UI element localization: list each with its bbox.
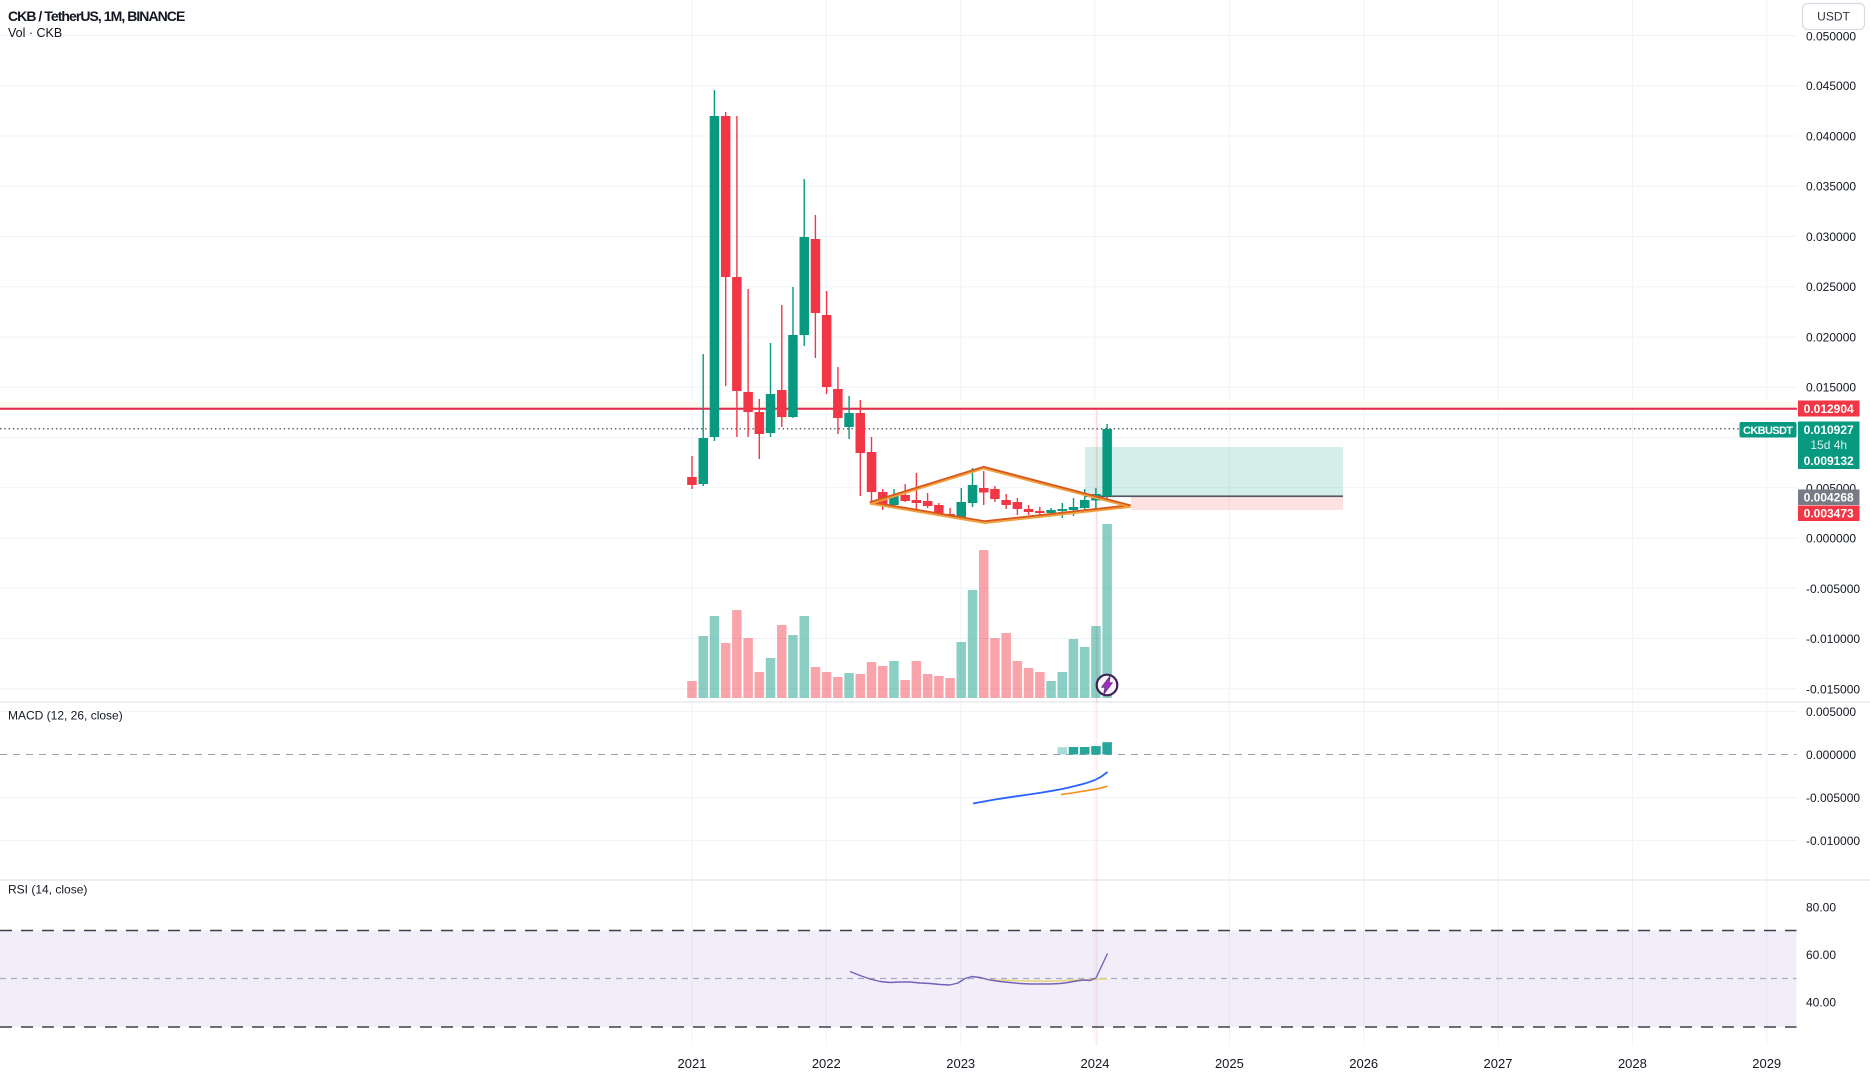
svg-text:CKBUSDT: CKBUSDT xyxy=(1743,425,1793,437)
svg-text:2023: 2023 xyxy=(946,1056,975,1071)
svg-text:0.005000: 0.005000 xyxy=(1806,705,1856,719)
svg-text:60.00: 60.00 xyxy=(1806,948,1836,962)
svg-text:-0.015000: -0.015000 xyxy=(1806,682,1860,696)
svg-text:-0.005000: -0.005000 xyxy=(1806,791,1860,805)
svg-text:0.012904: 0.012904 xyxy=(1804,402,1854,416)
svg-text:0.004268: 0.004268 xyxy=(1804,491,1854,505)
svg-text:80.00: 80.00 xyxy=(1806,900,1836,914)
svg-text:2024: 2024 xyxy=(1081,1056,1110,1071)
svg-text:0.050000: 0.050000 xyxy=(1806,29,1856,43)
svg-text:USDT: USDT xyxy=(1817,10,1850,24)
svg-text:0.010927: 0.010927 xyxy=(1804,423,1854,437)
svg-text:2022: 2022 xyxy=(812,1056,841,1071)
svg-text:2028: 2028 xyxy=(1618,1056,1647,1071)
svg-text:40.00: 40.00 xyxy=(1806,995,1836,1009)
svg-text:2021: 2021 xyxy=(678,1056,707,1071)
svg-text:MACD (12, 26, close): MACD (12, 26, close) xyxy=(8,709,123,723)
svg-text:2025: 2025 xyxy=(1215,1056,1244,1071)
svg-text:0.040000: 0.040000 xyxy=(1806,129,1856,143)
svg-text:0.003473: 0.003473 xyxy=(1804,507,1854,521)
svg-text:-0.010000: -0.010000 xyxy=(1806,834,1860,848)
svg-text:0.025000: 0.025000 xyxy=(1806,280,1856,294)
svg-text:Vol · CKB: Vol · CKB xyxy=(8,26,62,40)
svg-text:-0.005000: -0.005000 xyxy=(1806,582,1860,596)
svg-text:15d 4h: 15d 4h xyxy=(1810,438,1847,452)
svg-text:RSI (14, close): RSI (14, close) xyxy=(8,883,87,897)
svg-text:2027: 2027 xyxy=(1484,1056,1513,1071)
svg-text:0.030000: 0.030000 xyxy=(1806,230,1856,244)
svg-text:0.000000: 0.000000 xyxy=(1806,748,1856,762)
svg-text:0.000000: 0.000000 xyxy=(1806,532,1856,546)
svg-text:0.035000: 0.035000 xyxy=(1806,180,1856,194)
svg-text:0.015000: 0.015000 xyxy=(1806,381,1856,395)
svg-text:0.009132: 0.009132 xyxy=(1804,454,1854,468)
svg-text:2026: 2026 xyxy=(1349,1056,1378,1071)
svg-text:2029: 2029 xyxy=(1752,1056,1781,1071)
svg-text:0.045000: 0.045000 xyxy=(1806,79,1856,93)
svg-text:CKB / TetherUS, 1M, BINANCE: CKB / TetherUS, 1M, BINANCE xyxy=(8,8,185,24)
svg-text:-0.010000: -0.010000 xyxy=(1806,632,1860,646)
svg-text:0.020000: 0.020000 xyxy=(1806,330,1856,344)
